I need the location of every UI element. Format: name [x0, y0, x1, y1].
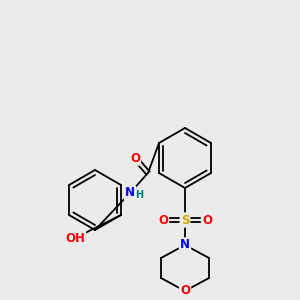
Text: H: H — [135, 190, 143, 200]
Text: N: N — [180, 238, 190, 251]
Text: O: O — [130, 152, 140, 164]
Text: O: O — [180, 284, 190, 298]
Text: O: O — [158, 214, 168, 226]
Text: OH: OH — [65, 232, 85, 244]
Text: S: S — [181, 214, 189, 226]
Text: O: O — [202, 214, 212, 226]
Text: N: N — [125, 187, 135, 200]
